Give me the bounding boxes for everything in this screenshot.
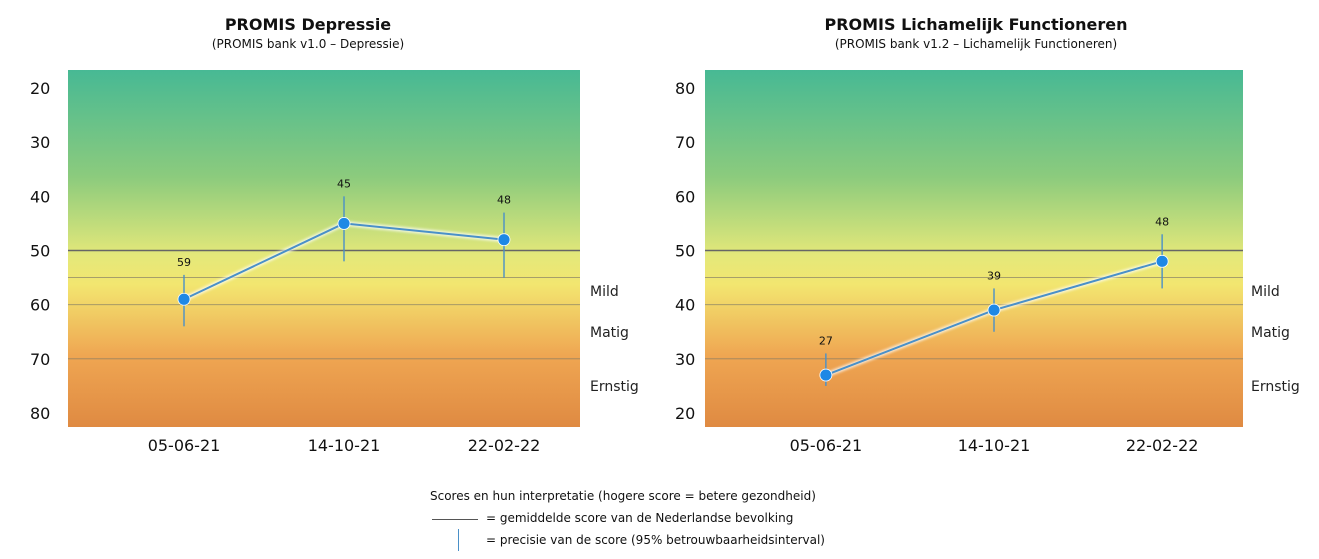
y-tick-label: 20 (30, 79, 50, 98)
chart-title: PROMIS Lichamelijk Functioneren (824, 15, 1127, 34)
x-tick-label: 22-02-22 (1126, 436, 1199, 455)
chart-subtitle: (PROMIS bank v1.2 – Lichamelijk Function… (835, 37, 1117, 51)
plot-background (68, 70, 580, 427)
y-tick-label: 70 (675, 133, 695, 152)
y-tick-label: 50 (675, 242, 695, 261)
y-tick-label: 80 (30, 404, 50, 423)
y-tick-label: 40 (675, 296, 695, 315)
y-tick-label: 50 (30, 242, 50, 261)
legend-ci-symbol (458, 529, 459, 551)
data-point (1155, 254, 1169, 268)
legend-reference-line-symbol (432, 519, 478, 520)
data-label: 48 (1155, 215, 1169, 228)
y-tick-label: 20 (675, 404, 695, 423)
y-tick-label: 70 (30, 350, 50, 369)
y-tick-label: 30 (675, 350, 695, 369)
legend-ci-text: = precisie van de score (95% betrouwbaar… (486, 533, 825, 547)
data-label: 27 (819, 334, 833, 347)
chart-title: PROMIS Depressie (225, 15, 391, 34)
band-label-ernstig: Ernstig (590, 379, 639, 395)
legend-reference-text: = gemiddelde score van de Nederlandse be… (486, 511, 794, 525)
x-tick-label: 22-02-22 (468, 436, 541, 455)
legend-row-reference: = gemiddelde score van de Nederlandse be… (430, 511, 950, 529)
band-label-mild: Mild (590, 284, 619, 300)
y-tick-label: 30 (30, 133, 50, 152)
plot-background (705, 70, 1243, 427)
y-tick-label: 60 (30, 296, 50, 315)
x-tick-label: 05-06-21 (148, 436, 221, 455)
chart-1: PROMIS Depressie (PROMIS bank v1.0 – Depr… (30, 15, 639, 455)
data-label: 48 (497, 194, 511, 207)
data-point (819, 368, 833, 382)
data-label: 59 (177, 256, 191, 269)
legend: Scores en hun interpretatie (hogere scor… (430, 489, 950, 559)
data-label: 39 (987, 269, 1001, 282)
chart-2: PROMIS Lichamelijk Functioneren (PROMIS b… (675, 15, 1300, 455)
y-tick-label: 40 (30, 187, 50, 206)
charts-area: PROMIS Depressie (PROMIS bank v1.0 – Depr… (30, 15, 1300, 455)
band-label-matig: Matig (1251, 325, 1290, 341)
data-label: 45 (337, 177, 351, 190)
band-label-mild: Mild (1251, 284, 1280, 300)
data-point (987, 303, 1001, 317)
y-tick-label: 80 (675, 79, 695, 98)
data-point (497, 233, 511, 247)
y-tick-label: 60 (675, 187, 695, 206)
x-tick-label: 05-06-21 (790, 436, 863, 455)
x-tick-label: 14-10-21 (308, 436, 381, 455)
legend-row-ci: = precisie van de score (95% betrouwbaar… (430, 529, 950, 551)
band-label-matig: Matig (590, 325, 629, 341)
data-point (177, 292, 191, 306)
x-tick-label: 14-10-21 (958, 436, 1031, 455)
legend-title: Scores en hun interpretatie (hogere scor… (430, 489, 816, 503)
band-label-ernstig: Ernstig (1251, 379, 1300, 395)
chart-subtitle: (PROMIS bank v1.0 – Depressie) (212, 37, 404, 51)
data-point (337, 217, 351, 230)
